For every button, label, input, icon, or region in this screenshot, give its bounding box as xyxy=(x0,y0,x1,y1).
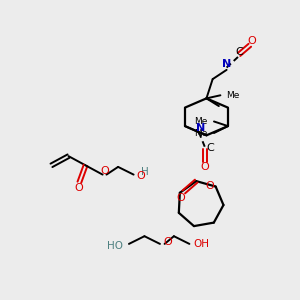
Text: C: C xyxy=(207,143,214,153)
Text: Me: Me xyxy=(226,91,240,100)
Text: O: O xyxy=(176,193,185,203)
Text: C: C xyxy=(235,47,243,57)
Text: Me: Me xyxy=(194,128,208,137)
Text: HO: HO xyxy=(107,241,123,251)
Text: O: O xyxy=(247,36,256,46)
Text: O: O xyxy=(163,237,172,248)
Text: N: N xyxy=(222,59,231,70)
Text: N: N xyxy=(196,123,205,133)
Text: O: O xyxy=(100,166,109,176)
Text: O: O xyxy=(201,162,209,172)
Text: Me: Me xyxy=(194,117,208,126)
Text: O: O xyxy=(136,171,145,181)
Text: OH: OH xyxy=(193,239,209,249)
Text: O: O xyxy=(74,184,83,194)
Text: H: H xyxy=(141,167,149,177)
Text: O: O xyxy=(206,181,214,191)
